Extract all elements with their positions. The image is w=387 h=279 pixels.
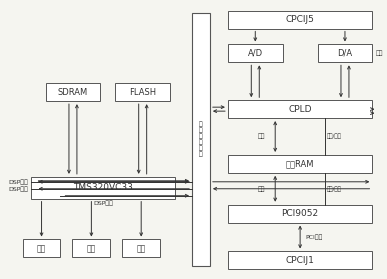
Text: PCI9052: PCI9052: [282, 209, 319, 218]
Text: 复位: 复位: [137, 244, 146, 253]
Text: TMS320VC33: TMS320VC33: [73, 183, 133, 192]
Text: PCI总线: PCI总线: [305, 234, 322, 240]
Text: A/D: A/D: [248, 49, 263, 58]
Text: CPCIJ5: CPCIJ5: [286, 15, 315, 24]
Bar: [228, 100, 372, 118]
Bar: [318, 44, 372, 62]
Text: D/A: D/A: [337, 49, 353, 58]
Bar: [31, 177, 175, 199]
Bar: [228, 11, 372, 28]
Text: DSP地址: DSP地址: [9, 186, 29, 192]
Text: 数据: 数据: [258, 134, 265, 139]
Text: SDRAM: SDRAM: [58, 88, 88, 97]
Bar: [228, 251, 372, 269]
Text: 板板: 板板: [375, 50, 383, 56]
Text: FLASH: FLASH: [129, 88, 156, 97]
Text: 数据: 数据: [258, 186, 265, 192]
Text: 双口RAM: 双口RAM: [286, 159, 314, 169]
Text: 电
平
转
换
冲
器: 电 平 转 换 冲 器: [199, 122, 203, 157]
Text: CPLD: CPLD: [288, 105, 312, 114]
Text: DSP数据: DSP数据: [9, 179, 29, 185]
Bar: [228, 155, 372, 173]
Text: 地址/控制: 地址/控制: [327, 134, 342, 139]
Text: DSP控制: DSP控制: [93, 201, 113, 206]
Text: 时钟: 时钟: [37, 244, 46, 253]
Bar: [228, 44, 283, 62]
Bar: [122, 239, 160, 258]
Text: 地址/控制: 地址/控制: [327, 186, 342, 192]
Bar: [228, 205, 372, 223]
Text: 电源: 电源: [87, 244, 96, 253]
Bar: [72, 239, 110, 258]
Bar: [192, 13, 210, 266]
Text: CPCIJ1: CPCIJ1: [286, 256, 315, 265]
Bar: [46, 83, 100, 101]
Bar: [22, 239, 60, 258]
Bar: [115, 83, 170, 101]
